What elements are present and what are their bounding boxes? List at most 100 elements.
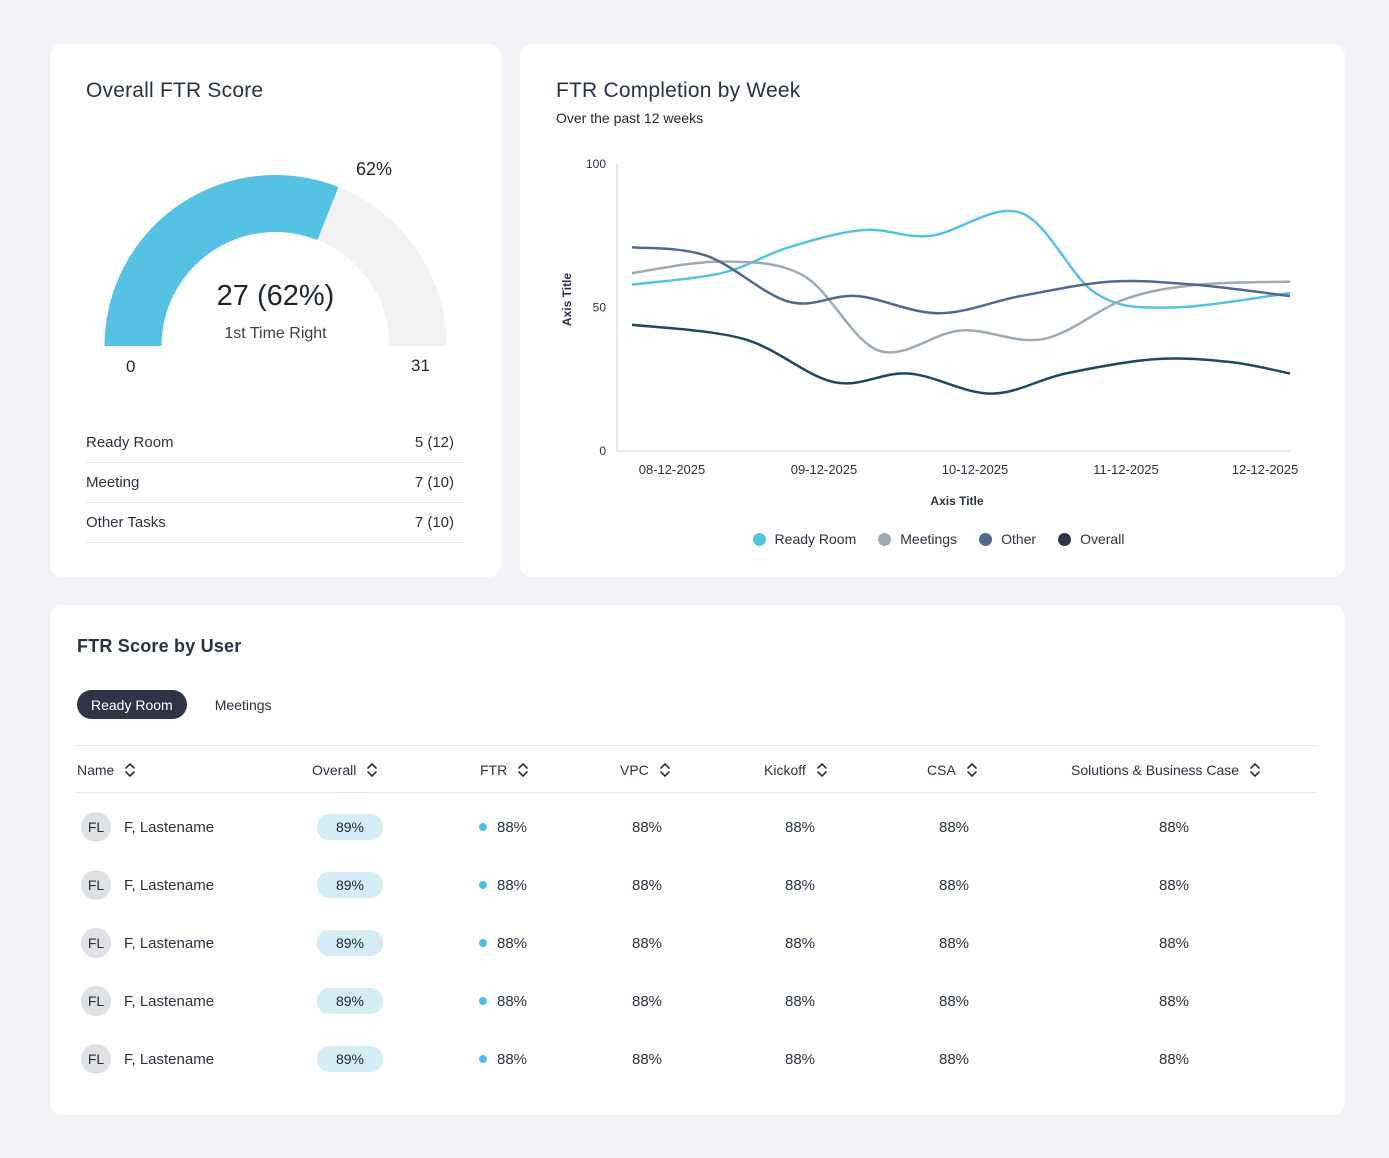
y-axis-title: Axis Title: [560, 273, 574, 326]
stat-value: 7 (10): [414, 514, 454, 531]
kickoff-cell: 88%: [784, 934, 816, 952]
overall-pill: 89%: [317, 872, 383, 898]
gauge-fill: [104, 175, 339, 346]
overall-cell: 89%: [317, 972, 383, 1030]
legend-item-other[interactable]: Other: [979, 531, 1036, 547]
tab-meetings[interactable]: Meetings: [214, 696, 272, 713]
gauge-card-title: Overall FTR Score: [86, 79, 264, 102]
status-dot-icon: [479, 881, 487, 889]
column-header-ftr[interactable]: FTR: [480, 746, 529, 794]
y-tick-label: 100: [586, 157, 606, 171]
table-row[interactable]: FL F, Lastename 89% 88% 88% 88% 88% 88%: [77, 914, 1317, 972]
vpc-cell: 88%: [631, 1050, 663, 1068]
solutions-cell: 88%: [1158, 992, 1190, 1010]
sort-icon[interactable]: [124, 762, 136, 778]
chart-card-title: FTR Completion by Week: [556, 79, 801, 102]
csa-cell: 88%: [938, 876, 970, 894]
x-tick-label: 10-12-2025: [942, 462, 1009, 477]
name-cell: FL F, Lastename: [77, 914, 214, 972]
ftr-gauge: [104, 175, 447, 346]
solutions-cell: 88%: [1158, 934, 1190, 952]
sort-icon[interactable]: [966, 762, 978, 778]
tab-ready-room[interactable]: Ready Room: [77, 690, 187, 719]
stat-row-other-tasks: Other Tasks 7 (10): [86, 503, 464, 543]
legend-item-meetings[interactable]: Meetings: [878, 531, 957, 547]
sort-icon[interactable]: [816, 762, 828, 778]
solutions-cell: 88%: [1158, 876, 1190, 894]
ftr-value: 88%: [497, 818, 528, 836]
stat-label: Other Tasks: [86, 514, 166, 531]
column-header-label: VPC: [620, 762, 649, 778]
column-header-overall[interactable]: Overall: [312, 746, 378, 794]
name-cell: FL F, Lastename: [77, 798, 214, 856]
solutions-cell: 88%: [1158, 1050, 1190, 1068]
overall-ftr-card: Overall FTR Score 62% 27 (62%) 1st Time …: [50, 44, 501, 577]
kickoff-cell: 88%: [784, 876, 816, 894]
legend-label: Other: [1001, 531, 1037, 547]
table-row[interactable]: FL F, Lastename 89% 88% 88% 88% 88% 88%: [77, 972, 1317, 1030]
gauge-caption: 1st Time Right: [224, 325, 327, 342]
user-name: F, Lastename: [124, 876, 215, 894]
ftr-value: 88%: [497, 876, 528, 894]
x-tick-label: 08-12-2025: [639, 462, 706, 477]
series-line-other: [631, 245, 1291, 315]
avatar: FL: [81, 1044, 111, 1074]
legend-label: Overall: [1080, 531, 1125, 547]
kickoff-cell: 88%: [784, 1050, 816, 1068]
table-card-title: FTR Score by User: [77, 636, 242, 656]
ftr-cell: 88%: [479, 972, 527, 1030]
solutions-cell: 88%: [1158, 818, 1190, 836]
ftr-cell: 88%: [479, 856, 527, 914]
legend-dot-icon: [1058, 532, 1072, 546]
gauge-percent-label: 62%: [356, 159, 393, 179]
csa-cell: 88%: [938, 934, 970, 952]
ftr-value: 88%: [497, 934, 528, 952]
column-header-solutions[interactable]: Solutions & Business Case: [1071, 746, 1261, 794]
legend-item-ready-room[interactable]: Ready Room: [752, 531, 856, 547]
vpc-cell: 88%: [631, 818, 663, 836]
table-row[interactable]: FL F, Lastename 89% 88% 88% 88% 88% 88%: [77, 798, 1317, 856]
sort-icon[interactable]: [366, 762, 378, 778]
x-axis-title: Axis Title: [930, 494, 983, 508]
column-header-csa[interactable]: CSA: [927, 746, 978, 794]
column-header-vpc[interactable]: VPC: [620, 746, 671, 794]
vpc-cell: 88%: [631, 876, 663, 894]
ftr-value: 88%: [497, 1050, 528, 1068]
stat-value: 5 (12): [414, 434, 454, 451]
legend-dot-icon: [979, 532, 993, 546]
csa-cell: 88%: [938, 1050, 970, 1068]
stat-label: Meeting: [86, 474, 140, 491]
ftr-line-chart: 0 50 100 08-12-2025 09-12-2025 10-12-202…: [560, 157, 1298, 508]
avatar: FL: [81, 986, 111, 1016]
column-header-name[interactable]: Name: [77, 746, 136, 794]
x-tick-label: 09-12-2025: [791, 462, 858, 477]
series-line-meetings: [631, 260, 1291, 354]
column-header-label: Kickoff: [764, 762, 806, 778]
status-dot-icon: [479, 997, 487, 1005]
column-header-label: Solutions & Business Case: [1071, 762, 1240, 778]
sort-icon[interactable]: [517, 762, 529, 778]
vpc-cell: 88%: [631, 992, 663, 1010]
user-name: F, Lastename: [124, 1050, 215, 1068]
kickoff-cell: 88%: [784, 818, 816, 836]
sort-icon[interactable]: [1249, 762, 1261, 778]
stat-value: 7 (10): [414, 474, 454, 491]
gauge-max-label: 31: [411, 356, 430, 375]
ftr-cell: 88%: [479, 1030, 527, 1088]
legend-dot-icon: [878, 532, 892, 546]
table-row[interactable]: FL F, Lastename 89% 88% 88% 88% 88% 88%: [77, 1030, 1317, 1088]
status-dot-icon: [479, 939, 487, 947]
series-line-ready-room: [631, 209, 1291, 309]
sort-icon[interactable]: [659, 762, 671, 778]
y-tick-label: 0: [599, 444, 606, 458]
overall-pill: 89%: [317, 988, 383, 1014]
legend-item-overall[interactable]: Overall: [1058, 531, 1124, 547]
column-header-kickoff[interactable]: Kickoff: [764, 746, 828, 794]
user-name: F, Lastename: [124, 934, 215, 952]
tab-bar: Ready Room Meetings: [77, 690, 286, 719]
ftr-cell: 88%: [479, 914, 527, 972]
ftr-completion-card: FTR Completion by Week Over the past 12 …: [520, 44, 1345, 577]
status-dot-icon: [479, 1055, 487, 1063]
table-row[interactable]: FL F, Lastename 89% 88% 88% 88% 88% 88%: [77, 856, 1317, 914]
overall-pill: 89%: [317, 930, 383, 956]
